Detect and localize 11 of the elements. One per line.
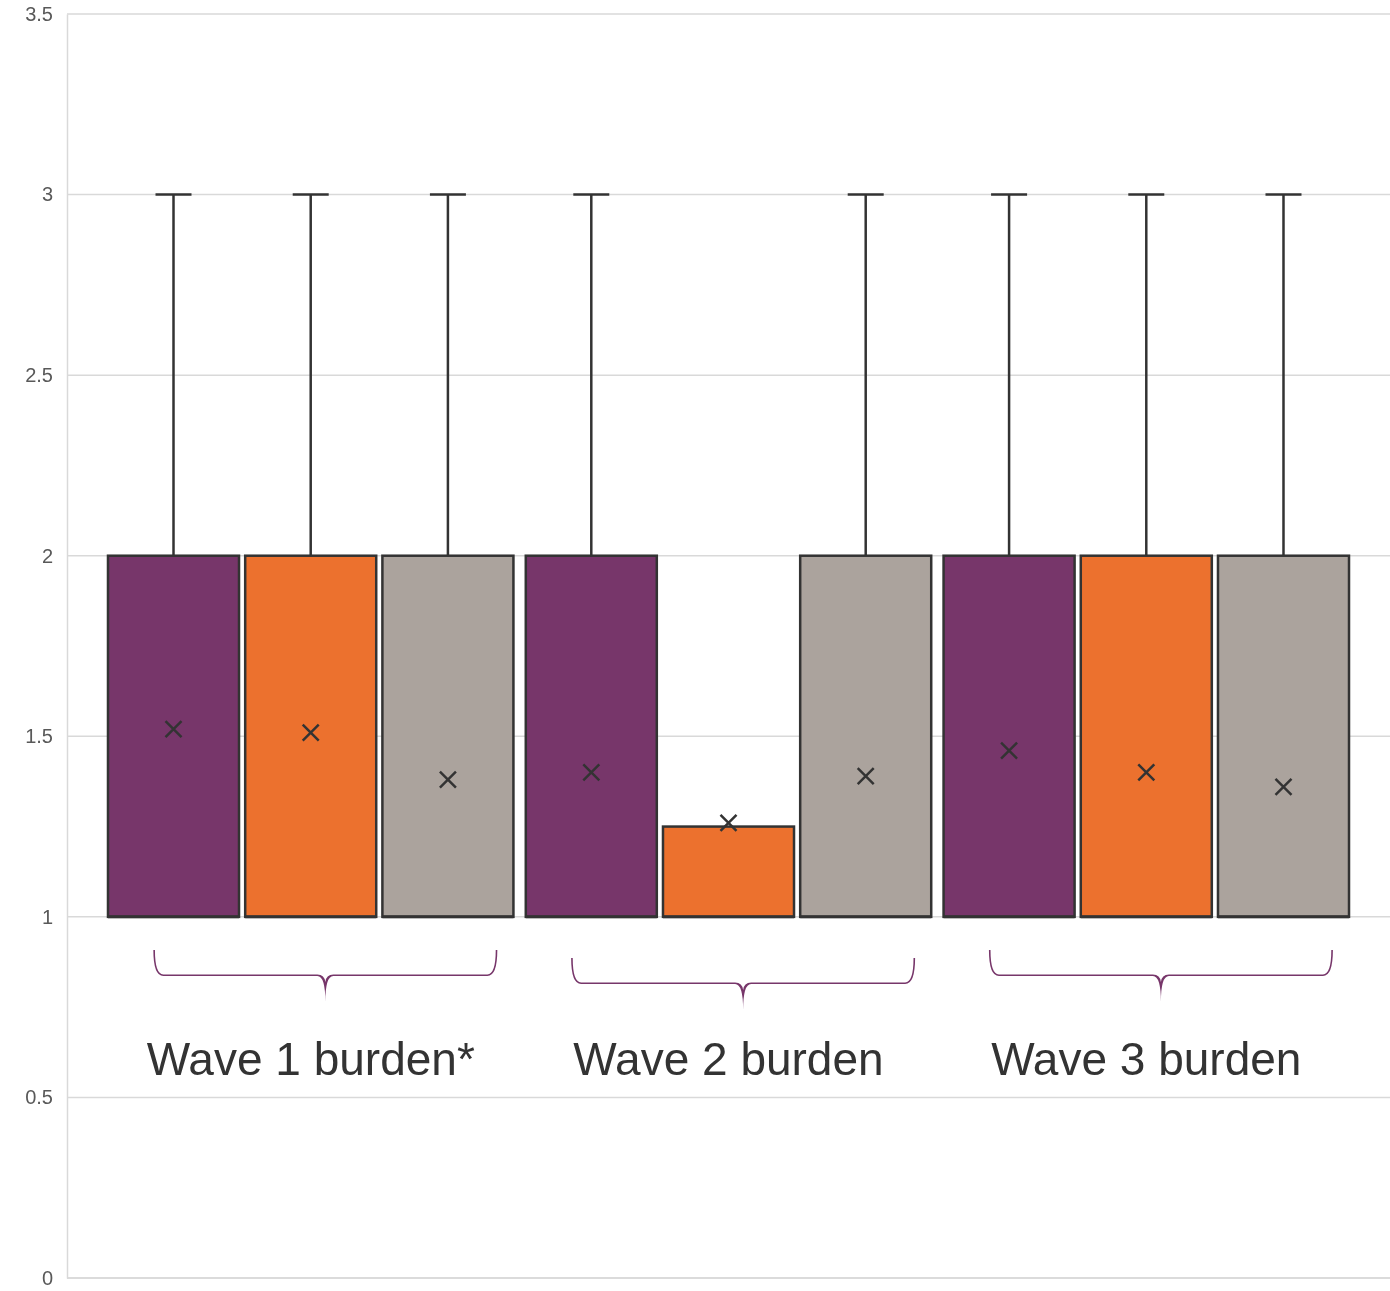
x-tick-label: Wave 2 burden (573, 1033, 884, 1086)
y-tick-label: 0 (41, 1266, 53, 1289)
y-tick-label: 2.5 (25, 364, 53, 387)
x-tick-label: Wave 1 burden* (146, 1033, 475, 1086)
y-tick-label: 2 (41, 544, 53, 567)
y-tick-label: 1 (41, 905, 53, 928)
x-tick-label: Wave 3 burden (991, 1033, 1302, 1086)
y-tick-label: 3 (41, 183, 53, 206)
y-tick-label: 3.5 (25, 2, 53, 25)
y-tick-label: 1.5 (25, 725, 53, 748)
y-tick-label: 0.5 (25, 1086, 53, 1109)
